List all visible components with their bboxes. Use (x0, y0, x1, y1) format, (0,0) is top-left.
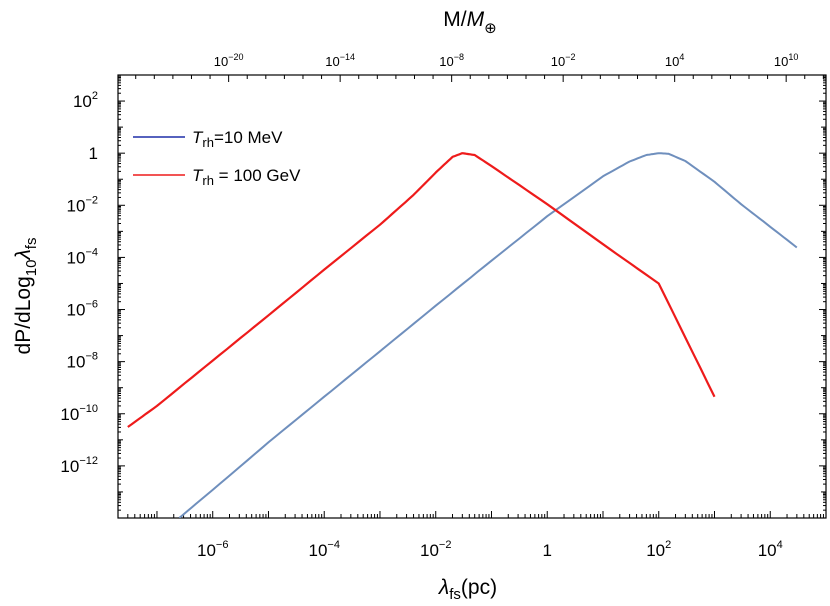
y-tick-label: 1 (89, 144, 98, 163)
legend-label-10mev: Trh=10 MeV (192, 128, 283, 150)
y-tick-label: 102 (73, 90, 98, 111)
y-tick-label: 10−12 (60, 455, 98, 476)
axis-ticks (117, 74, 827, 519)
y-tick-label: 10−6 (67, 299, 98, 320)
series-line-10mev (178, 152, 798, 518)
y-axis-title: dP/dLog10λfs (12, 238, 40, 355)
y-tick-label: 10−4 (67, 246, 98, 267)
top-tick-label: 10−2 (551, 52, 576, 69)
x-tick-label: 10−2 (420, 539, 451, 560)
top-tick-label: 10−20 (214, 52, 244, 69)
y-tick-label: 10−2 (67, 194, 98, 215)
x-tick-label: 1 (543, 541, 552, 560)
x-tick-label: 104 (758, 539, 783, 560)
top-axis-title: M/M⊕ (443, 8, 496, 37)
x-tick-label: 102 (646, 539, 671, 560)
top-tick-label: 104 (665, 52, 684, 69)
top-tick-label: 10−8 (439, 52, 464, 69)
legend-label-100gev: Trh = 100 GeV (192, 166, 301, 188)
axis-tick-labels: 10−6 10−4 10−2 1 102 104 102 1 10−2 10−4 10−6 10−8 1… (60, 52, 798, 560)
y-tick-label: 10−10 (60, 403, 98, 424)
top-tick-label: 10−14 (325, 52, 355, 69)
legend: Trh=10 MeV Trh = 100 GeV (133, 128, 301, 188)
plot-frame (117, 74, 827, 519)
y-tick-label: 10−8 (67, 351, 98, 372)
top-tick-label: 1010 (774, 52, 798, 69)
x-tick-label: 10−4 (308, 539, 339, 560)
x-axis-title: λfs(pc) (438, 576, 497, 603)
x-tick-label: 10−6 (197, 539, 228, 560)
data-curves (127, 152, 798, 518)
series-line-100gev (127, 152, 716, 428)
